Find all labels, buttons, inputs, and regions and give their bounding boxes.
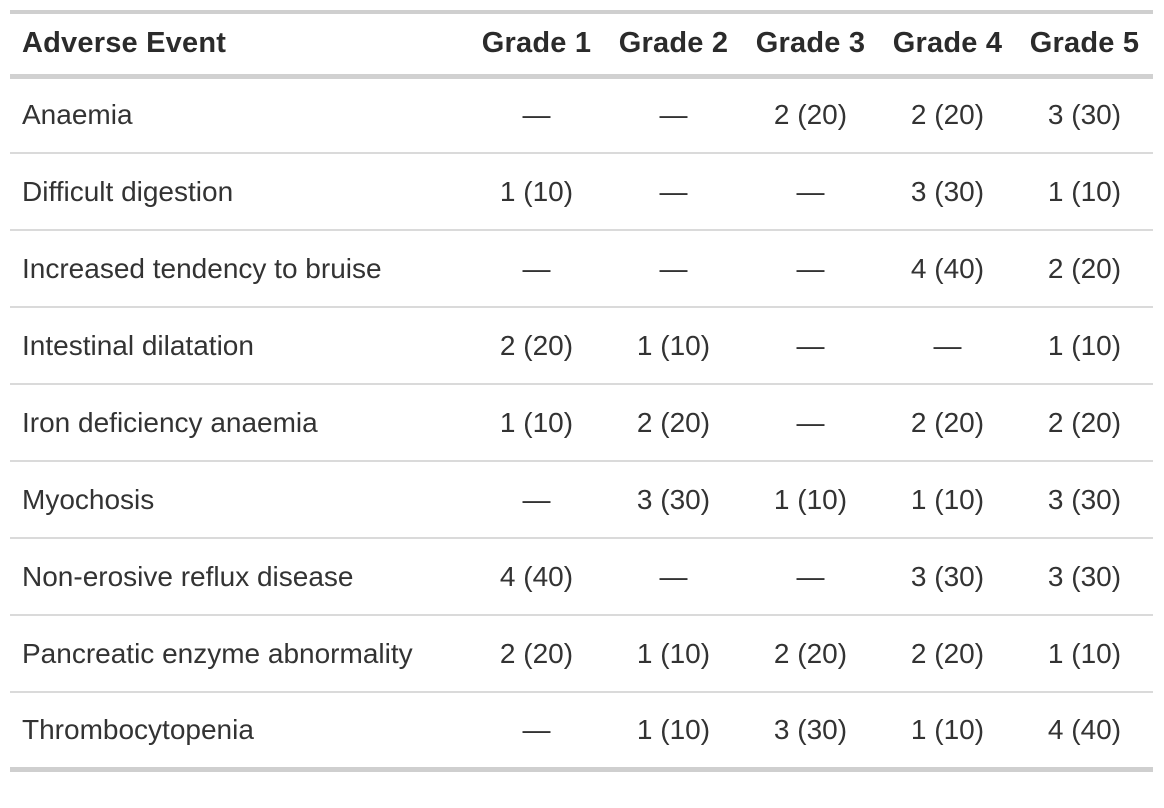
cell-grade-1: 2 (20) (468, 307, 605, 385)
cell-grade-5: 1 (10) (1016, 153, 1153, 231)
table-row: Anaemia — — 2 (20) 2 (20) 3 (30) (10, 76, 1153, 154)
adverse-events-table-container: Adverse Event Grade 1 Grade 2 Grade 3 Gr… (10, 10, 1153, 772)
cell-grade-2: 1 (10) (605, 615, 742, 693)
cell-grade-4: 2 (20) (879, 615, 1016, 693)
adverse-event-label: Increased tendency to bruise (10, 230, 468, 308)
cell-grade-5: 1 (10) (1016, 307, 1153, 385)
cell-grade-5: 3 (30) (1016, 461, 1153, 539)
table-row: Difficult digestion 1 (10) — — 3 (30) 1 … (10, 153, 1153, 231)
cell-grade-4: 2 (20) (879, 76, 1016, 154)
column-header-grade-5: Grade 5 (1016, 12, 1153, 79)
table-row: Myochosis — 3 (30) 1 (10) 1 (10) 3 (30) (10, 461, 1153, 539)
cell-grade-2: 3 (30) (605, 461, 742, 539)
table-header: Adverse Event Grade 1 Grade 2 Grade 3 Gr… (10, 12, 1153, 79)
cell-grade-3: — (742, 230, 879, 308)
cell-grade-3: 3 (30) (742, 692, 879, 770)
adverse-event-label: Anaemia (10, 76, 468, 154)
cell-grade-2: — (605, 230, 742, 308)
cell-grade-2: — (605, 538, 742, 616)
adverse-event-label: Thrombocytopenia (10, 692, 468, 770)
header-row: Adverse Event Grade 1 Grade 2 Grade 3 Gr… (10, 12, 1153, 79)
cell-grade-3: — (742, 307, 879, 385)
cell-grade-3: — (742, 384, 879, 462)
adverse-event-label: Non-erosive reflux disease (10, 538, 468, 616)
cell-grade-4: 2 (20) (879, 384, 1016, 462)
table-row: Intestinal dilatation 2 (20) 1 (10) — — … (10, 307, 1153, 385)
cell-grade-3: — (742, 153, 879, 231)
cell-grade-3: 2 (20) (742, 76, 879, 154)
cell-grade-3: — (742, 538, 879, 616)
cell-grade-4: 4 (40) (879, 230, 1016, 308)
cell-grade-2: 1 (10) (605, 307, 742, 385)
adverse-event-label: Intestinal dilatation (10, 307, 468, 385)
cell-grade-2: — (605, 76, 742, 154)
column-header-grade-1: Grade 1 (468, 12, 605, 79)
adverse-event-label: Iron deficiency anaemia (10, 384, 468, 462)
cell-grade-4: — (879, 307, 1016, 385)
cell-grade-5: 3 (30) (1016, 76, 1153, 154)
cell-grade-3: 2 (20) (742, 615, 879, 693)
cell-grade-5: 2 (20) (1016, 384, 1153, 462)
cell-grade-2: — (605, 153, 742, 231)
cell-grade-5: 2 (20) (1016, 230, 1153, 308)
cell-grade-5: 4 (40) (1016, 692, 1153, 770)
cell-grade-5: 3 (30) (1016, 538, 1153, 616)
table-row: Pancreatic enzyme abnormality 2 (20) 1 (… (10, 615, 1153, 693)
table-row: Non-erosive reflux disease 4 (40) — — 3 … (10, 538, 1153, 616)
table-body: Anaemia — — 2 (20) 2 (20) 3 (30) Difficu… (10, 76, 1153, 770)
table-row: Increased tendency to bruise — — — 4 (40… (10, 230, 1153, 308)
adverse-event-label: Pancreatic enzyme abnormality (10, 615, 468, 693)
cell-grade-2: 1 (10) (605, 692, 742, 770)
cell-grade-2: 2 (20) (605, 384, 742, 462)
cell-grade-1: 2 (20) (468, 615, 605, 693)
table-row: Iron deficiency anaemia 1 (10) 2 (20) — … (10, 384, 1153, 462)
column-header-grade-2: Grade 2 (605, 12, 742, 79)
table-row: Thrombocytopenia — 1 (10) 3 (30) 1 (10) … (10, 692, 1153, 770)
cell-grade-4: 3 (30) (879, 153, 1016, 231)
cell-grade-4: 3 (30) (879, 538, 1016, 616)
cell-grade-1: 1 (10) (468, 384, 605, 462)
adverse-events-table: Adverse Event Grade 1 Grade 2 Grade 3 Gr… (10, 10, 1153, 772)
cell-grade-1: — (468, 76, 605, 154)
cell-grade-1: 1 (10) (468, 153, 605, 231)
column-header-adverse-event: Adverse Event (10, 12, 468, 79)
cell-grade-1: — (468, 692, 605, 770)
column-header-grade-3: Grade 3 (742, 12, 879, 79)
cell-grade-1: — (468, 230, 605, 308)
cell-grade-5: 1 (10) (1016, 615, 1153, 693)
adverse-event-label: Myochosis (10, 461, 468, 539)
cell-grade-1: 4 (40) (468, 538, 605, 616)
cell-grade-3: 1 (10) (742, 461, 879, 539)
cell-grade-1: — (468, 461, 605, 539)
adverse-event-label: Difficult digestion (10, 153, 468, 231)
cell-grade-4: 1 (10) (879, 461, 1016, 539)
column-header-grade-4: Grade 4 (879, 12, 1016, 79)
cell-grade-4: 1 (10) (879, 692, 1016, 770)
